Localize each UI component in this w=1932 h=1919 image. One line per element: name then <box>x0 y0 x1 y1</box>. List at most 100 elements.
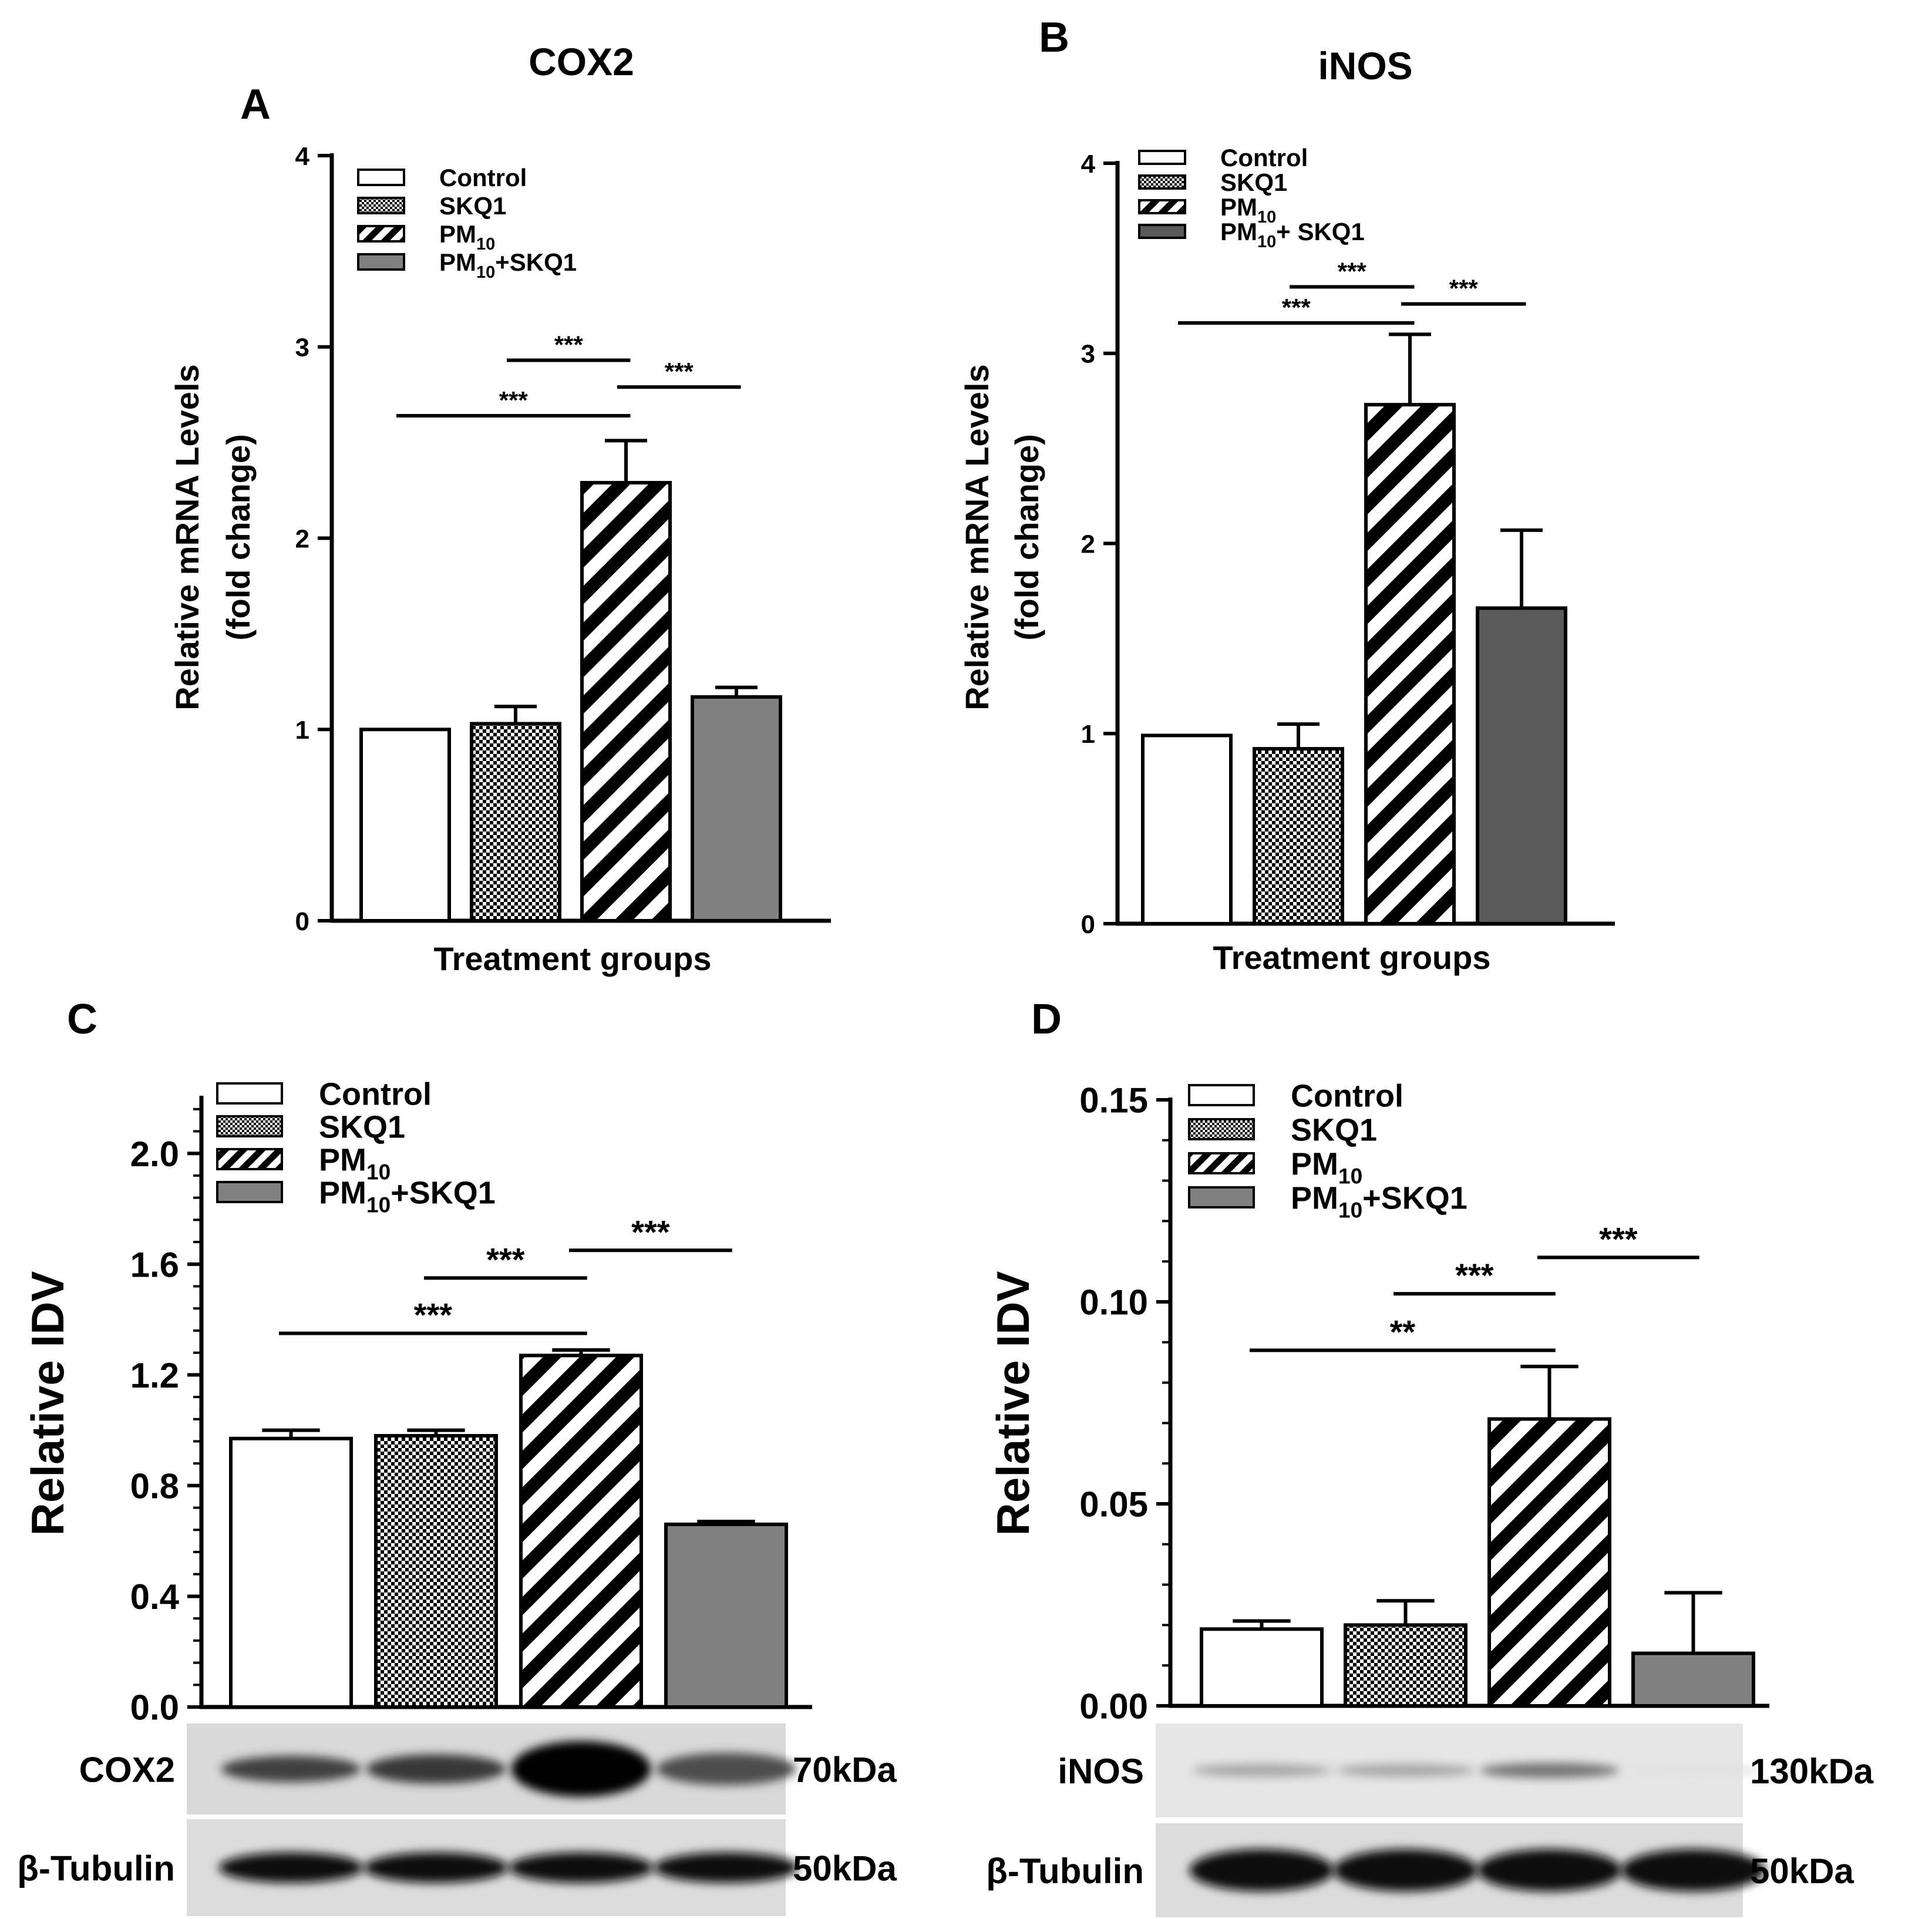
legend-entry: PM10 <box>439 220 495 254</box>
legend-swatch <box>216 1148 283 1170</box>
panel-letter: C <box>67 996 97 1043</box>
legend-swatch <box>1188 1186 1255 1208</box>
legend-swatch <box>357 169 405 186</box>
blot-control-size: 50kDa <box>1750 1851 1854 1891</box>
blot-band-target <box>1623 1766 1763 1775</box>
blot-control-label: β-Tubulin <box>17 1849 175 1888</box>
bar <box>229 1436 353 1709</box>
bar <box>1253 747 1344 926</box>
blot-control-size: 50kDa <box>793 1849 897 1888</box>
blot-target-label: COX2 <box>79 1750 175 1790</box>
y-axis-label: Relative mRNA Levels <box>169 364 206 710</box>
y-tick-label: 3 <box>295 334 309 362</box>
legend-entry: PM10+SKQ1 <box>1291 1180 1467 1222</box>
blot-target-label: iNOS <box>1058 1752 1144 1791</box>
legend-swatch <box>1188 1118 1255 1140</box>
legend-entry: PM10 <box>319 1142 391 1184</box>
y-axis-label: Relative mRNA Levels <box>958 364 995 710</box>
blot-band-target <box>1479 1763 1620 1778</box>
bar <box>1476 606 1567 925</box>
y-tick-label: 2 <box>295 524 309 553</box>
bar <box>1200 1627 1324 1708</box>
blot-band-control <box>218 1852 363 1883</box>
legend-swatch <box>357 253 405 271</box>
legend-entry: SKQ1 <box>439 192 506 220</box>
significance-label: *** <box>1338 257 1367 285</box>
legend-entry: Control <box>1291 1078 1403 1113</box>
bar <box>1141 733 1233 926</box>
y-tick-label: 2 <box>1081 530 1095 558</box>
bar <box>691 695 782 923</box>
blot-band-target <box>1335 1764 1476 1777</box>
blot-band-control <box>1477 1849 1622 1891</box>
legend-swatch <box>1138 224 1186 239</box>
y-tick-label: 1 <box>1081 720 1095 749</box>
blot-band-control <box>654 1852 799 1883</box>
y-tick-label: 0.0 <box>130 1688 179 1728</box>
bar <box>580 481 672 923</box>
y-tick-label: 1.2 <box>130 1356 179 1395</box>
legend-swatch <box>1138 199 1186 214</box>
blot-target-size: 130kDa <box>1750 1752 1874 1791</box>
significance-label: *** <box>1455 1257 1494 1294</box>
panel-letter: D <box>1031 996 1062 1043</box>
legend-entry: Control <box>1220 144 1308 171</box>
significance-label: *** <box>631 1213 670 1250</box>
bar <box>1364 403 1456 925</box>
legend-entry: Control <box>319 1076 432 1112</box>
legend-swatch <box>1188 1084 1255 1106</box>
blot-band-control <box>1189 1849 1334 1891</box>
legend-entry: Control <box>439 164 527 191</box>
blot-band-target <box>656 1753 796 1785</box>
legend-swatch <box>357 197 405 214</box>
y-tick-label: 0.10 <box>1079 1283 1148 1322</box>
legend-swatch <box>1138 174 1186 190</box>
significance-label: *** <box>414 1297 453 1334</box>
y-tick-label: 0.4 <box>130 1577 180 1617</box>
y-tick-label: 3 <box>1081 340 1095 369</box>
y-tick-label: 4 <box>1081 150 1096 179</box>
legend-entry: SKQ1 <box>1291 1112 1377 1147</box>
significance-label: ** <box>1390 1314 1416 1351</box>
bar <box>519 1354 643 1709</box>
legend-entry: PM10+SKQ1 <box>439 248 577 282</box>
bar <box>1487 1417 1611 1708</box>
legend-swatch <box>216 1082 283 1105</box>
significance-label: *** <box>665 358 694 385</box>
bar <box>664 1522 788 1709</box>
bar <box>359 728 451 923</box>
legend-entry: SKQ1 <box>319 1109 405 1144</box>
bar <box>470 722 561 923</box>
legend-swatch <box>357 225 405 243</box>
legend-swatch <box>216 1115 283 1137</box>
y-tick-label: 0 <box>1081 910 1095 939</box>
blot-band-target <box>366 1754 506 1784</box>
y-axis-label-line2: (fold change) <box>220 434 257 641</box>
blot-band-target <box>1191 1764 1332 1777</box>
y-axis-label: Relative IDV <box>22 1271 73 1536</box>
significance-label: *** <box>1449 275 1479 302</box>
blot-band-control <box>1621 1849 1766 1891</box>
legend-entry: SKQ1 <box>1220 169 1287 196</box>
y-axis-label-line2: (fold change) <box>1008 434 1045 641</box>
legend-entry: PM10+ SKQ1 <box>1220 218 1365 251</box>
bar <box>1631 1651 1755 1708</box>
significance-label: *** <box>499 386 529 414</box>
blot-band-control <box>1333 1849 1478 1891</box>
y-tick-label: 0.00 <box>1079 1687 1148 1726</box>
legend-swatch <box>1138 150 1186 165</box>
y-tick-label: 1.6 <box>130 1245 179 1284</box>
blot-control-label: β-Tubulin <box>986 1851 1144 1891</box>
bar <box>374 1434 498 1709</box>
significance-label: *** <box>1599 1220 1638 1257</box>
chart-title: COX2 <box>529 40 634 83</box>
legend-swatch <box>1188 1152 1255 1174</box>
blot-band-target <box>221 1756 361 1782</box>
y-axis-label: Relative IDV <box>987 1271 1039 1536</box>
bar <box>1344 1623 1467 1708</box>
blot-band-control <box>363 1852 509 1883</box>
y-tick-label: 4 <box>295 142 310 171</box>
panel-letter: A <box>240 81 271 128</box>
significance-label: *** <box>1282 294 1311 321</box>
